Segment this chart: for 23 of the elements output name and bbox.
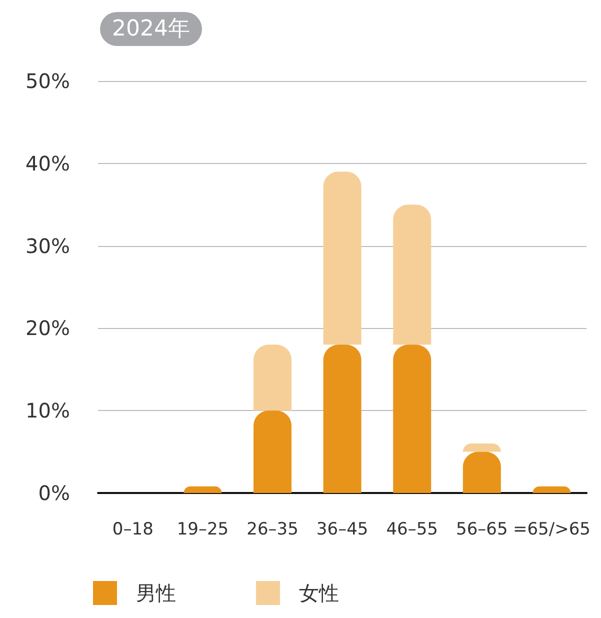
chart-title: 2024年 [112,16,190,42]
bar [393,344,432,493]
bar [254,344,292,411]
y-tick-label: 30% [26,234,70,258]
y-tick-label: 20% [26,316,70,340]
x-tick-label: 19–25 [176,520,229,540]
y-tick-label: 0% [38,481,70,505]
y-tick-label: 10% [26,398,70,423]
x-tick-label: 46–55 [386,520,438,540]
x-tick-label: 36–45 [316,520,368,540]
x-tick-label: 56–65 [456,520,508,540]
x-tick-label: 26–35 [246,520,298,540]
legend-label: 女性 [299,581,339,605]
x-tick-label: 0–18 [112,520,154,540]
bar [323,344,362,493]
y-tick-label: 50% [26,69,70,93]
legend-label: 男性 [136,581,176,605]
bar [254,410,292,493]
bar [462,452,501,493]
y-tick-label: 40% [26,151,70,176]
x-tick-label: =65/>65 [512,520,590,540]
bar [323,172,362,345]
bar [393,204,432,345]
